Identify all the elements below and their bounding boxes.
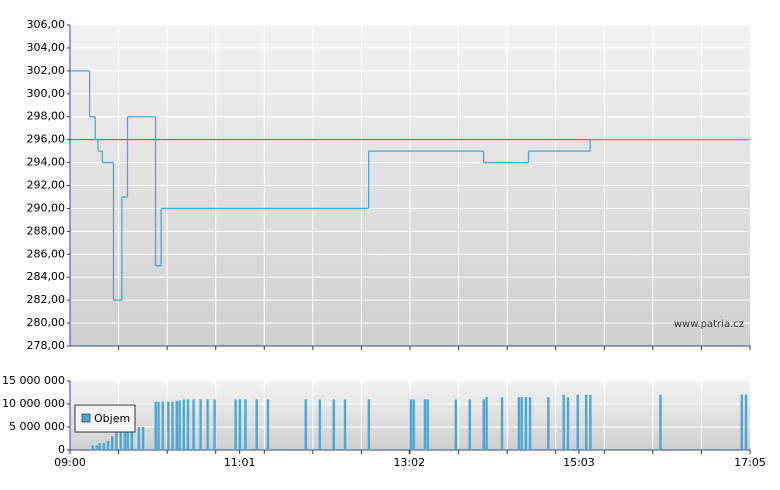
volume-bar xyxy=(304,399,307,450)
x-tick-label: 09:00 xyxy=(54,456,86,469)
volume-bar xyxy=(520,397,523,450)
volume-bar xyxy=(409,399,413,450)
legend-swatch xyxy=(81,413,91,423)
y-tick-label: 0 xyxy=(58,443,65,456)
volume-bar xyxy=(318,399,321,450)
x-tick-label: 15:03 xyxy=(563,456,595,469)
y-tick-label: 5 000 000 xyxy=(9,420,65,433)
volume-bar xyxy=(91,445,94,450)
volume-bar xyxy=(566,397,570,450)
volume-bar xyxy=(423,399,427,450)
volume-bar xyxy=(167,401,170,450)
legend-label: Objem xyxy=(94,412,130,425)
volume-bar xyxy=(102,443,106,450)
volume-bar xyxy=(426,399,429,450)
y-tick-label: 278,00 xyxy=(27,339,66,352)
volume-bar xyxy=(589,394,592,450)
watermark: www.patria.cz xyxy=(674,319,744,330)
y-tick-label: 302,00 xyxy=(27,64,66,77)
volume-bar xyxy=(157,401,160,450)
volume-bar xyxy=(115,429,118,450)
y-tick-label: 300,00 xyxy=(27,87,66,100)
volume-bar xyxy=(199,399,202,450)
volume-bar xyxy=(266,399,270,450)
volume-bar xyxy=(244,399,247,450)
volume-bar xyxy=(255,399,258,450)
y-tick-label: 292,00 xyxy=(27,179,66,192)
volume-bar xyxy=(137,427,141,450)
volume-bar xyxy=(161,401,164,450)
volume-bar xyxy=(517,397,521,450)
y-tick-label: 282,00 xyxy=(27,293,66,306)
volume-bar xyxy=(454,399,457,450)
volume-bar xyxy=(186,399,190,450)
volume-bar xyxy=(206,399,209,450)
x-tick-label: 17:05 xyxy=(734,456,766,469)
volume-bar xyxy=(238,399,242,450)
volume-bar xyxy=(178,400,181,450)
y-tick-label: 286,00 xyxy=(27,247,66,260)
volume-bar xyxy=(528,397,532,450)
volume-bar xyxy=(332,399,335,450)
volume-bar xyxy=(576,394,579,450)
volume-bar xyxy=(482,399,486,450)
y-tick-label: 15 000 000 xyxy=(2,374,65,387)
volume-bar xyxy=(485,397,488,450)
volume-bar xyxy=(95,445,99,450)
volume-bar xyxy=(111,436,114,450)
volume-bar xyxy=(130,427,134,450)
volume-bar xyxy=(659,394,662,450)
volume-bar xyxy=(744,394,748,450)
legend: Objem xyxy=(74,404,136,433)
volume-bar xyxy=(367,399,371,450)
y-tick-label: 280,00 xyxy=(27,316,66,329)
x-tick-label: 11:01 xyxy=(224,456,256,469)
x-tick-label: 13:02 xyxy=(393,456,425,469)
volume-bar xyxy=(412,399,415,450)
y-tick-label: 306,00 xyxy=(27,18,66,31)
y-tick-label: 296,00 xyxy=(27,133,66,146)
volume-bar xyxy=(126,424,129,450)
volume-bar xyxy=(562,394,565,450)
volume-bar xyxy=(468,399,471,450)
volume-bar xyxy=(192,399,195,450)
volume-bar xyxy=(234,399,237,450)
y-tick-label: 284,00 xyxy=(27,270,66,283)
volume-bar xyxy=(119,427,122,450)
y-tick-label: 288,00 xyxy=(27,224,66,237)
y-tick-label: 294,00 xyxy=(27,156,66,169)
volume-bar xyxy=(547,397,550,450)
volume-bar xyxy=(182,399,185,450)
volume-bar xyxy=(524,397,528,450)
volume-bar xyxy=(500,397,504,450)
y-tick-label: 304,00 xyxy=(27,41,66,54)
volume-bar xyxy=(154,401,157,450)
volume-bar xyxy=(123,424,127,450)
y-tick-label: 10 000 000 xyxy=(2,397,65,410)
y-tick-label: 298,00 xyxy=(27,110,66,123)
volume-bar xyxy=(343,399,347,450)
volume-bar xyxy=(584,394,588,450)
volume-bar xyxy=(175,400,178,450)
volume-bar xyxy=(141,427,145,450)
volume-bar xyxy=(213,399,216,450)
volume-bar xyxy=(106,440,110,450)
volume-bar xyxy=(98,443,101,450)
volume-bar xyxy=(740,394,743,450)
volume-bar xyxy=(171,401,174,450)
y-tick-label: 290,00 xyxy=(27,201,66,214)
